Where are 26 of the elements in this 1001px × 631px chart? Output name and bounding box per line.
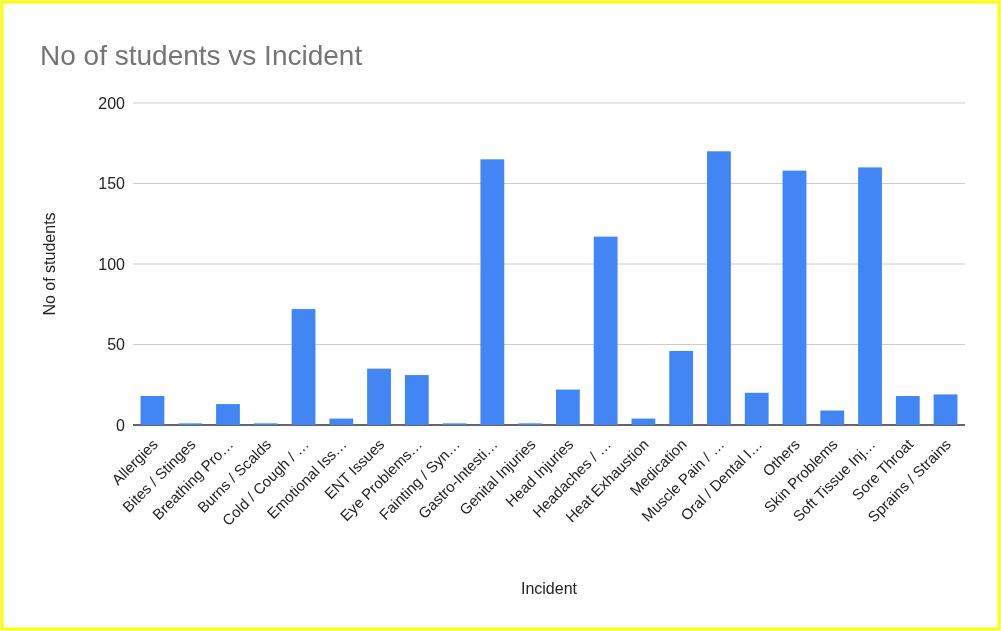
y-tick-label: 100 bbox=[98, 255, 126, 273]
y-tick-label: 0 bbox=[116, 416, 126, 434]
bar bbox=[858, 167, 882, 425]
bar bbox=[404, 375, 429, 425]
bar bbox=[216, 404, 240, 425]
y-tick-label: 200 bbox=[98, 94, 126, 112]
bar bbox=[933, 394, 958, 425]
bar bbox=[329, 418, 354, 425]
bar bbox=[669, 350, 694, 425]
bar bbox=[782, 170, 807, 425]
x-axis-title: Incident bbox=[520, 580, 578, 597]
bar bbox=[140, 396, 165, 425]
bar bbox=[707, 151, 731, 425]
bar bbox=[480, 159, 505, 425]
chart-title: No of students vs Incident bbox=[40, 40, 363, 71]
bar bbox=[744, 392, 769, 425]
y-axis-title: No of students bbox=[41, 212, 58, 316]
y-tick-label: 150 bbox=[98, 175, 126, 193]
bar bbox=[895, 396, 920, 425]
bar bbox=[367, 368, 391, 425]
bar bbox=[593, 236, 618, 425]
bar bbox=[631, 418, 656, 425]
bar bbox=[820, 410, 845, 425]
y-tick-label: 50 bbox=[107, 336, 126, 354]
bar bbox=[291, 309, 316, 425]
bar bbox=[555, 389, 580, 425]
